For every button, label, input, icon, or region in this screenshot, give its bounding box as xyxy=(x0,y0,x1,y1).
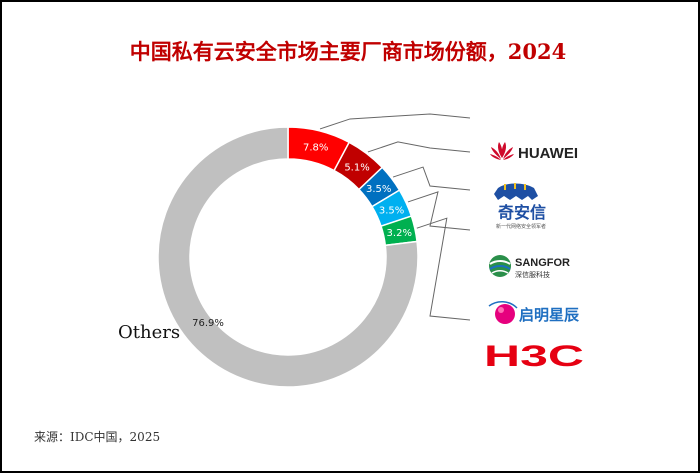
slice-labels: 7.8% 5.1% 3.5% 3.5% 3.2% 76.9% xyxy=(192,142,412,329)
donut-slices xyxy=(157,126,419,388)
slice-label-1: 7.8% xyxy=(303,142,328,153)
qianxin-logo-subtext: 新一代网络安全领军者 xyxy=(496,223,546,230)
leader-lines xyxy=(319,113,471,321)
qianxin-logo: 奇安信 新一代网络安全领军者 xyxy=(494,183,546,230)
slice-label-6: 76.9% xyxy=(192,318,224,329)
slice-label-2: 5.1% xyxy=(344,162,369,173)
huawei-logo-text: HUAWEI xyxy=(518,145,578,162)
h3c-logo-text: H3C xyxy=(484,340,584,373)
tiger-icon xyxy=(494,183,538,200)
venustech-orb-icon xyxy=(488,301,518,324)
slice-label-4: 3.5% xyxy=(379,205,404,216)
sangfor-logo-text: SANGFOR xyxy=(515,257,570,269)
leader-line-2 xyxy=(367,141,471,153)
sangfor-logo: SANGFOR 深信服科技 xyxy=(489,255,570,279)
chart-title: 中国私有云安全市场主要厂商市场份额，2024 xyxy=(129,39,567,64)
leader-line-4 xyxy=(407,191,471,231)
sangfor-globe-icon xyxy=(489,255,511,277)
donut-slice-6 xyxy=(157,126,419,388)
huawei-petal-icon xyxy=(490,142,514,160)
venustech-logo: 启明星辰 xyxy=(488,301,580,324)
slice-label-3: 3.5% xyxy=(366,184,391,195)
huawei-logo: HUAWEI xyxy=(490,142,578,162)
leader-line-5 xyxy=(416,217,471,321)
sangfor-logo-subtext: 深信服科技 xyxy=(515,270,550,279)
leader-line-1 xyxy=(319,113,471,130)
others-label: Others xyxy=(118,322,180,343)
source-note: 来源：IDC中国，2025 xyxy=(34,430,161,444)
venustech-logo-text: 启明星辰 xyxy=(519,306,580,324)
qianxin-logo-text: 奇安信 xyxy=(498,203,546,222)
slice-label-5: 3.2% xyxy=(387,228,412,239)
leader-line-3 xyxy=(392,166,471,191)
